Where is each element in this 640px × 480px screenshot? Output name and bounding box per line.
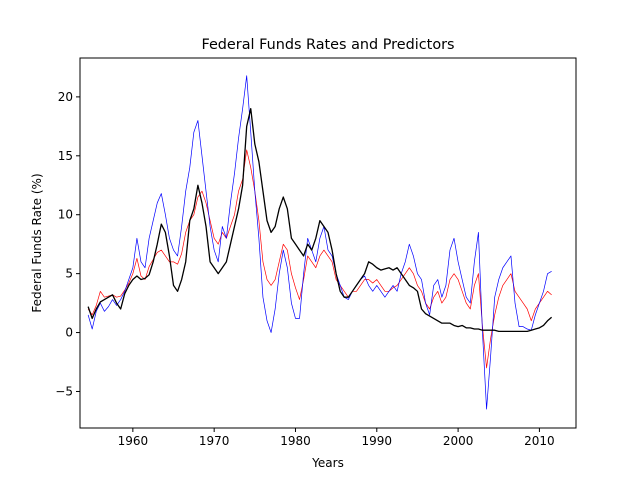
- x-axis-label: Years: [311, 456, 344, 470]
- x-tick-label: 1990: [362, 434, 393, 448]
- y-tick-label: 0: [65, 326, 73, 340]
- y-tick-label: 15: [58, 149, 73, 163]
- chart-title: Federal Funds Rates and Predictors: [201, 37, 454, 53]
- x-tick-label: 1980: [280, 434, 311, 448]
- x-tick-label: 2010: [524, 434, 555, 448]
- y-tick-label: 10: [58, 208, 73, 222]
- y-tick-label: −5: [55, 384, 73, 398]
- y-tick-label: 20: [58, 90, 73, 104]
- series-line-1: [87, 149, 552, 369]
- x-tick-label: 1960: [118, 434, 149, 448]
- x-axis: 1960 1970 1980 1990 2000 2010: [118, 428, 555, 448]
- series-line-3: [87, 108, 553, 333]
- series-line-2: [87, 75, 552, 410]
- plot-series-group: [87, 75, 553, 410]
- plot-frame: [79, 57, 577, 429]
- y-tick-label: 5: [65, 267, 73, 281]
- x-tick-label: 1970: [199, 434, 230, 448]
- x-tick-label: 2000: [443, 434, 474, 448]
- y-axis-label: Federal Funds Rate (%): [30, 173, 44, 312]
- y-axis: −5 0 5 10 15 20: [55, 90, 80, 398]
